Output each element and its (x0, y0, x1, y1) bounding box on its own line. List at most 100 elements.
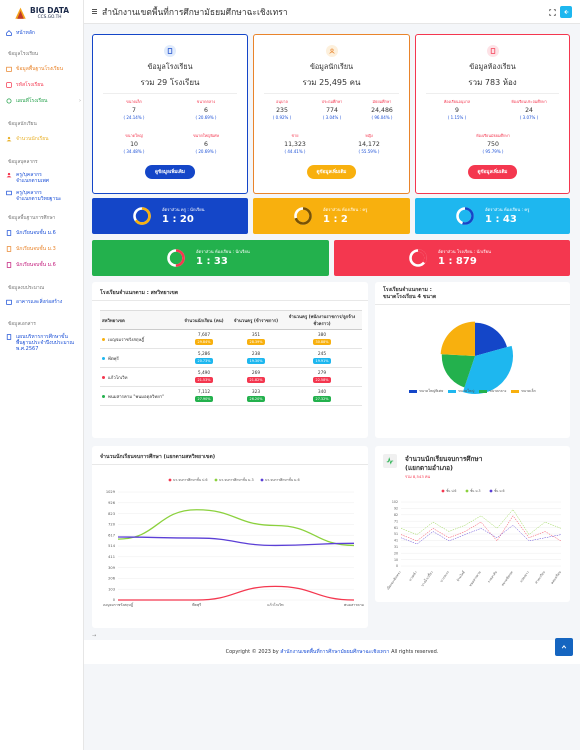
code-icon (6, 82, 12, 88)
classroom-icon (486, 45, 499, 57)
legend-marker (441, 489, 445, 493)
sidebar-item-student-count[interactable]: จำนวนนักเรียน (6, 136, 81, 142)
sidebar-item-school-map[interactable]: แผนที่โรงเรียน › (6, 98, 81, 104)
ratio-value: 1 : 43 (485, 214, 517, 225)
cell-value: 238 (251, 352, 261, 357)
district-name: พีตพุรี (108, 356, 119, 362)
back-to-top-button[interactable] (555, 638, 573, 656)
ratio-ring-fill (456, 207, 474, 225)
legend-item[interactable]: ขนาดกลาง (479, 388, 506, 394)
room-more-button[interactable]: ดูข้อมูลเพิ่มเติม (467, 165, 518, 179)
pie-slice[interactable] (475, 322, 507, 356)
stat-cell: หญิง 14,172 ( 55.59% ) (334, 133, 404, 154)
pie-slice[interactable] (441, 354, 475, 388)
sidebar-item-school-code[interactable]: รหัสโรงเรียน (6, 82, 81, 88)
section-budget: ข้อมูลงบประมาณ (8, 286, 45, 291)
x-tick-label: พนมสารคาม (344, 603, 365, 607)
column-header: จำนวนครู (พนักงานราชการ/ลูกจ้างชั่วคราว) (282, 310, 362, 330)
stat-percent: ( 3.07% ) (519, 115, 539, 120)
sidebar-item-plan[interactable]: แผนบริหารการศึกษาขั้น พื้นฐานประจำปีงบประ… (6, 334, 81, 352)
legend-label: ขนาดใหญ่ (458, 389, 475, 393)
value-cell: 245 19.91% (282, 348, 362, 368)
ratio-value: 1 : 33 (196, 256, 228, 267)
y-tick-label: 61 (394, 526, 398, 530)
ratio-ring (409, 249, 427, 267)
sidebar-item-sublabel: พ.ศ.2567 (16, 346, 39, 352)
logout-button[interactable] (560, 6, 572, 18)
series-line[interactable] (400, 515, 562, 542)
district-name: แก้วโกเวิท (108, 375, 128, 381)
sidebar-item-grad-1[interactable]: นักเรียนจบชั้น ม.6 (6, 230, 81, 236)
y-tick-label: 0 (113, 598, 116, 602)
school-size-panel: โรงเรียนจำแนกตาม : ขนาดโรงเรียน 4 ขนาด ข… (375, 282, 570, 438)
stat-value: 235 (276, 107, 288, 114)
legend-swatch (448, 389, 457, 393)
x-tick-label: ราชสาส์น (487, 570, 499, 584)
sidebar-item-label: หน้าหลัก (16, 30, 35, 36)
value-cell: 5,490 21.53% (178, 367, 230, 387)
series-line[interactable] (117, 509, 355, 547)
percent-badge: 26.20% (246, 396, 266, 402)
legend-item[interactable]: ขนาดใหญ่ (448, 388, 474, 394)
sidebar-item-school-basic[interactable]: ข้อมูลพื้นฐานโรงเรียน (6, 66, 81, 72)
ratio-ring (294, 207, 312, 225)
pie-slice[interactable] (440, 321, 475, 356)
stat-percent: ( 55.59% ) (358, 149, 380, 154)
series-line[interactable] (400, 509, 562, 535)
footer-link[interactable]: สำนักงานเขตพื้นที่การศึกษามัธยมศึกษาฉะเช… (280, 649, 390, 655)
legend-marker (465, 489, 469, 493)
sidebar-item-staff-rank[interactable]: ครู/บุคลากร จำแนกตามวิทยฐานะ (6, 190, 81, 202)
legend-label[interactable]: ชั้น ม.6 (494, 488, 505, 493)
legend-item[interactable]: ขนาดเล็ก (511, 388, 536, 394)
stat-label: ประถมศึกษา (321, 99, 343, 104)
sidebar-item-staff-gender[interactable]: ครู/บุคลากร จำแนกตามเพศ (6, 172, 81, 184)
legend-label[interactable]: นร.จบการศึกษาชั้น ม.6 (265, 477, 300, 482)
ratio-ring-fill (167, 249, 185, 267)
fullscreen-icon[interactable] (546, 6, 558, 18)
y-tick-label: 823 (108, 512, 115, 516)
sidebar-item-grad-3[interactable]: นักเรียนจบชั้น ม.6 (6, 262, 81, 268)
x-tick-label: คลองเขื่อน (549, 569, 562, 585)
room-summary-card: ข้อมูลห้องเรียน รวม 783 ห้อง ห้องเรียนอน… (415, 34, 570, 194)
card-title: ข้อมูลห้องเรียน (469, 62, 516, 71)
sidebar: BIG DATA CCS.GO.TH หน้าหลัก ข้อมูลโรงเรี… (0, 0, 84, 750)
x-tick-label: บ้านโพธิ์ (455, 569, 467, 582)
series-line[interactable] (117, 536, 355, 547)
stat-cell: ขนาดกลาง 6 ( 20.69% ) (171, 99, 241, 120)
legend-item[interactable]: ขนาดใหญ่พิเศษ (409, 388, 443, 394)
cell-value: 7,607 (197, 333, 211, 338)
brand[interactable]: BIG DATA CCS.GO.TH (0, 0, 83, 26)
ratio-label: อัตราส่วน ห้องเรียน : ครู (323, 207, 368, 212)
stat-label: หญิง (365, 133, 373, 138)
document-icon (6, 334, 12, 340)
id-card-icon (6, 190, 12, 196)
chevron-right-icon: › (79, 98, 81, 104)
legend-label[interactable]: นร.จบการศึกษาชั้น ป.6 (173, 477, 208, 482)
sidebar-item-buildings[interactable]: อาคารและสิ่งก่อสร้าง (6, 299, 81, 305)
legend-marker (168, 478, 172, 482)
legend-label[interactable]: นร.จบการศึกษาชั้น ม.3 (219, 477, 254, 482)
legend-label[interactable]: ชั้น ป.6 (446, 488, 456, 493)
ratio-ring-fill (409, 249, 427, 267)
legend-label[interactable]: ชั้น ม.3 (470, 488, 481, 493)
stat-cell: ขนาดใหญ่พิเศษ 6 ( 20.69% ) (171, 133, 241, 154)
stat-label: ชาย (291, 133, 299, 138)
percent-badge: 28.39% (246, 339, 266, 345)
user-icon (6, 172, 12, 178)
sidebar-item-grad-2[interactable]: นักเรียนจบชั้น ม.3 (6, 246, 81, 252)
stat-cell: ชาย 11,323 ( 44.41% ) (260, 133, 330, 154)
column-header: จำนวนครู (ข้าราชการ) (230, 310, 282, 330)
sidebar-item-home[interactable]: หน้าหลัก (6, 30, 81, 36)
pie-slice[interactable] (462, 345, 513, 394)
series-line[interactable] (118, 585, 355, 601)
table-row: พีตพุรี 5,286 20.73% 238 19.30% 245 19.91% (100, 348, 362, 368)
menu-toggle-icon[interactable] (92, 9, 97, 14)
value-cell: 269 21.82% (230, 367, 282, 387)
stat-percent: ( 0.92% ) (272, 115, 292, 120)
school-more-button[interactable]: ดูข้อมูลเพิ่มเติม (145, 165, 195, 179)
x-tick-label: พีตพุรี (192, 602, 201, 608)
student-more-button[interactable]: ดูข้อมูลเพิ่มเติม (306, 165, 357, 179)
legend-label: ขนาดใหญ่พิเศษ (419, 389, 444, 393)
series-line[interactable] (400, 524, 562, 545)
sidebar-item-label: ครู/บุคลากร (16, 172, 42, 178)
